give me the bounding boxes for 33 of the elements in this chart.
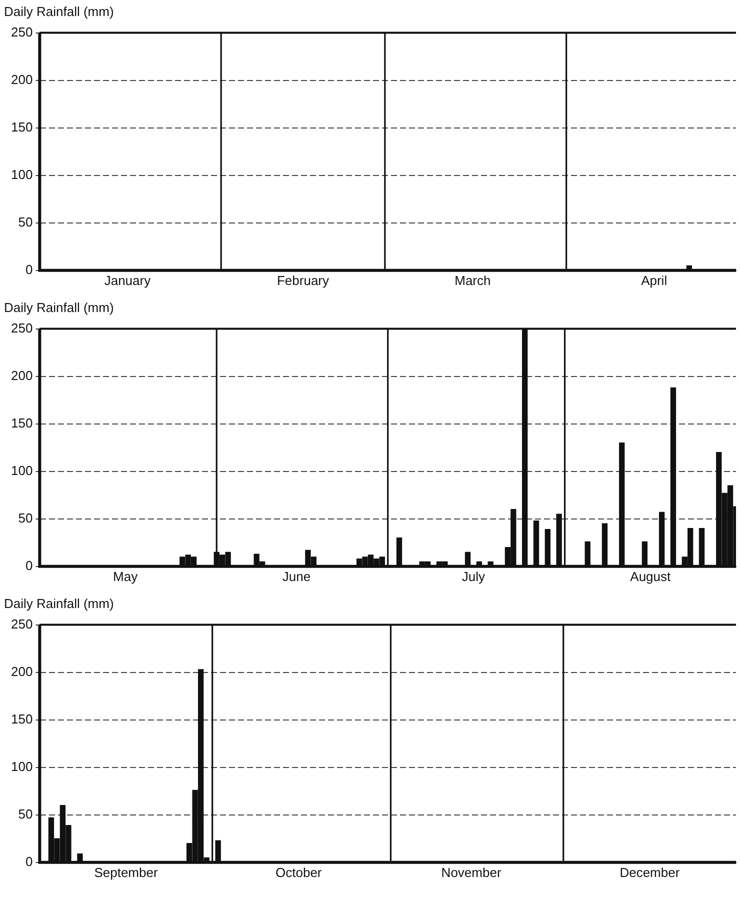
x-tick-label: August (630, 568, 672, 584)
y-axis-title: Daily Rainfall (mm) (4, 596, 114, 611)
x-tick-label: May (113, 568, 138, 584)
y-axis-title: Daily Rainfall (mm) (4, 4, 114, 19)
y-tick-label: 0 (25, 262, 33, 277)
x-tick-label: December (620, 864, 680, 880)
y-tick-label: 100 (10, 758, 33, 774)
y-tick-label: 250 (10, 320, 33, 336)
x-tick-label: June (282, 568, 311, 584)
y-tick-label: 50 (18, 510, 33, 526)
y-tick-label: 0 (25, 854, 33, 869)
x-tick-label: July (462, 568, 486, 584)
y-tick-label: 200 (10, 72, 33, 87)
y-tick-label: 250 (10, 24, 33, 40)
y-tick-label: 50 (18, 214, 33, 230)
x-tick-label: November (441, 864, 502, 880)
y-tick-label: 50 (18, 806, 33, 822)
y-tick-label: 150 (10, 119, 33, 134)
x-tick-label: April (641, 272, 668, 288)
y-tick-label: 150 (10, 415, 33, 430)
x-tick-label: September (94, 864, 158, 880)
y-tick-label: 100 (10, 166, 33, 182)
x-tick-label: January (104, 272, 152, 288)
y-axis-title: Daily Rainfall (mm) (4, 300, 114, 315)
x-tick-label: March (454, 272, 491, 288)
y-tick-label: 250 (10, 616, 33, 632)
y-tick-label: 200 (10, 664, 33, 679)
x-tick-label: October (276, 864, 322, 880)
y-tick-label: 100 (10, 462, 33, 478)
y-tick-label: 200 (10, 368, 33, 383)
x-tick-label: February (276, 272, 330, 288)
y-tick-label: 0 (25, 558, 33, 573)
y-tick-label: 150 (10, 711, 33, 726)
